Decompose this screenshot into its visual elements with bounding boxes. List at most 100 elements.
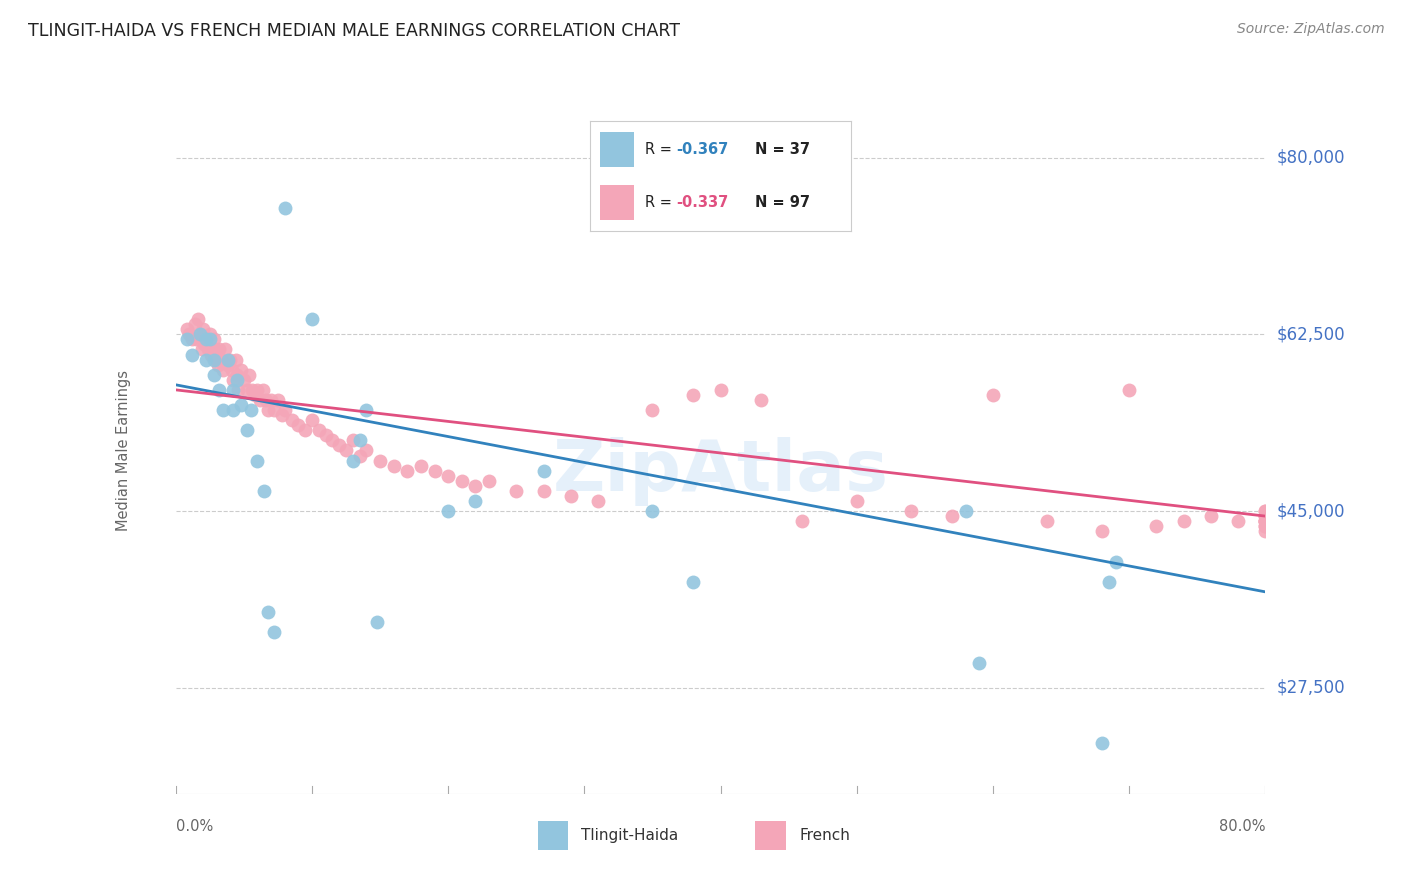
Point: [1254, 504, 1277, 518]
Point: [560, 489, 582, 503]
Point: [1144, 519, 1167, 533]
Point: [208, 343, 231, 357]
Point: [186, 312, 209, 326]
Point: [225, 352, 247, 367]
Point: [226, 373, 249, 387]
Point: [586, 494, 609, 508]
Point: [1254, 509, 1277, 524]
Point: [207, 358, 229, 372]
Point: [1254, 524, 1277, 539]
Point: [533, 483, 555, 498]
Point: [900, 504, 922, 518]
Point: [1254, 514, 1277, 528]
Point: [231, 362, 253, 376]
Point: [274, 201, 297, 215]
Text: $62,500: $62,500: [1277, 326, 1346, 343]
Text: TLINGIT-HAIDA VS FRENCH MEDIAN MALE EARNINGS CORRELATION CHART: TLINGIT-HAIDA VS FRENCH MEDIAN MALE EARN…: [28, 22, 681, 40]
Point: [235, 383, 257, 397]
Point: [217, 352, 239, 367]
Point: [184, 317, 207, 331]
Text: 80.0%: 80.0%: [1219, 819, 1265, 834]
Text: $80,000: $80,000: [1277, 149, 1346, 167]
Point: [214, 343, 236, 357]
Point: [179, 327, 201, 342]
Point: [212, 403, 235, 417]
Point: [349, 449, 371, 463]
Point: [1254, 504, 1277, 518]
Point: [315, 428, 337, 442]
Point: [792, 514, 814, 528]
Point: [204, 343, 226, 357]
Point: [222, 403, 245, 417]
Point: [239, 403, 262, 417]
Point: [710, 383, 733, 397]
Point: [212, 362, 235, 376]
Point: [217, 358, 239, 372]
Point: [219, 352, 242, 367]
Point: [257, 605, 280, 619]
Point: [981, 388, 1004, 402]
Point: [263, 403, 285, 417]
Point: [238, 368, 260, 382]
Text: $27,500: $27,500: [1277, 679, 1346, 697]
Point: [356, 443, 378, 458]
Point: [423, 464, 446, 478]
Point: [641, 403, 664, 417]
Point: [308, 423, 330, 437]
Point: [1254, 519, 1277, 533]
Point: [1104, 555, 1126, 569]
Point: [202, 368, 225, 382]
Point: [409, 458, 432, 473]
Point: [205, 352, 228, 367]
Point: [335, 443, 357, 458]
Point: [249, 392, 271, 407]
Point: [190, 343, 212, 357]
Point: [260, 392, 283, 407]
Point: [1173, 514, 1195, 528]
Point: [301, 312, 323, 326]
Point: [252, 383, 274, 397]
Point: [682, 574, 704, 589]
Point: [366, 615, 388, 630]
Point: [356, 403, 378, 417]
Point: [188, 327, 211, 342]
Point: [222, 373, 245, 387]
Point: [321, 434, 343, 448]
Point: [186, 332, 208, 346]
Point: [450, 474, 472, 488]
Point: [243, 388, 266, 402]
Point: [231, 398, 253, 412]
Point: [181, 332, 204, 346]
Point: [368, 453, 391, 467]
Point: [845, 494, 868, 508]
Point: [246, 383, 269, 397]
Point: [1254, 509, 1277, 524]
Point: [1254, 519, 1277, 533]
Point: [228, 383, 250, 397]
Point: [294, 423, 316, 437]
Point: [437, 468, 460, 483]
Point: [181, 347, 204, 361]
Point: [349, 434, 371, 448]
Point: [235, 423, 257, 437]
Point: [202, 332, 225, 346]
Point: [222, 383, 245, 397]
Point: [197, 343, 219, 357]
Point: [232, 373, 254, 387]
Point: [1254, 514, 1277, 528]
Point: [193, 337, 215, 351]
Point: [176, 322, 198, 336]
Point: [342, 453, 364, 467]
Point: [1254, 514, 1277, 528]
Point: [194, 352, 217, 367]
Text: $45,000: $45,000: [1277, 502, 1346, 520]
Point: [208, 383, 231, 397]
Point: [941, 509, 963, 524]
Point: [188, 327, 211, 342]
Point: [382, 458, 405, 473]
Point: [682, 388, 704, 402]
Point: [437, 504, 460, 518]
Point: [1227, 514, 1250, 528]
Point: [194, 332, 217, 346]
Point: [202, 352, 225, 367]
